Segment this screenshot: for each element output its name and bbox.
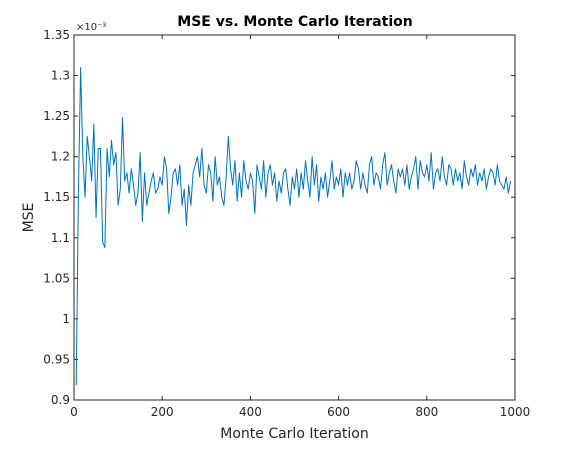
x-tick-label: 0 — [70, 405, 78, 419]
series-group — [75, 66, 512, 386]
y-tick-label: 1.15 — [43, 190, 70, 204]
x-tick-label: 200 — [151, 405, 174, 419]
y-tick-label: 1.1 — [51, 231, 70, 245]
x-axis: 0 200 400 600 800 1000 — [70, 35, 530, 419]
y-axis-label: MSE — [21, 203, 37, 233]
y-tick-label: 0.95 — [43, 352, 70, 366]
series-line-1 — [75, 66, 512, 386]
y-tick-label: 1.2 — [51, 150, 70, 164]
x-tick-label: 800 — [415, 405, 438, 419]
y-tick-label: 1.05 — [43, 271, 70, 285]
plot-area — [73, 34, 516, 401]
x-tick-label: 600 — [327, 405, 350, 419]
y-tick-label: 1.3 — [51, 69, 70, 83]
x-tick-label: 1000 — [500, 405, 531, 419]
x-axis-label: Monte Carlo Iteration — [220, 426, 368, 442]
x-tick-label: 400 — [239, 405, 262, 419]
y-tick-label: 1.35 — [43, 28, 70, 42]
chart-title: MSE vs. Monte Carlo Iteration — [177, 14, 412, 30]
y-axis-multiplier: ×10⁻³ — [76, 22, 106, 33]
y-tick-label: 1.25 — [43, 109, 70, 123]
y-tick-label: 0.9 — [51, 393, 70, 407]
y-tick-label: 1 — [62, 312, 70, 326]
y-axis: 0.9 0.95 1 1.05 1.1 1.15 1.2 1.25 1.3 1.35 — [43, 28, 515, 407]
